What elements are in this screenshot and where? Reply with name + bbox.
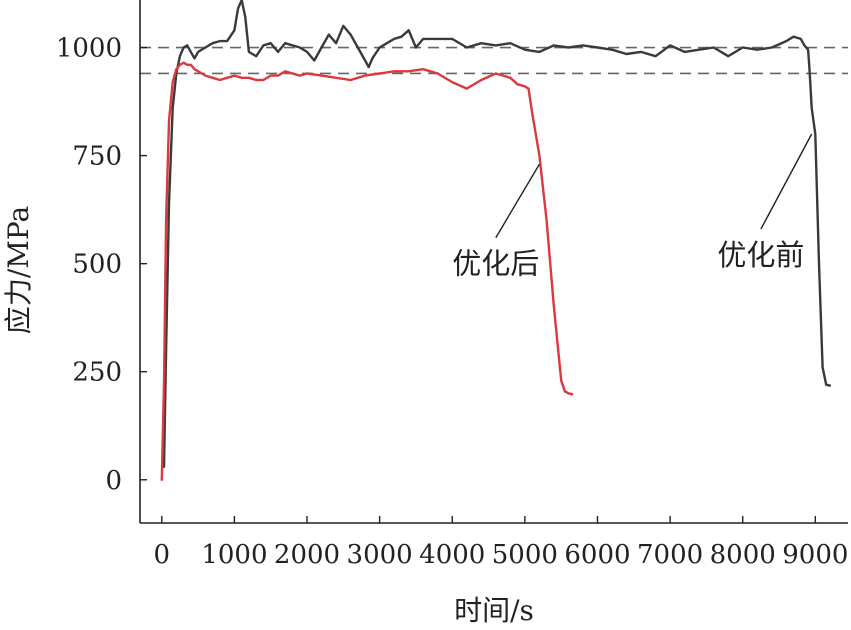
- plot-area: 优化后 优化前: [140, 0, 848, 481]
- x-ticks: 0 1000 2000 3000 4000 5000 6000 7000 8000 9000: [154, 516, 848, 570]
- series-line-1: [160, 61, 574, 481]
- annotation-leader-line: [495, 163, 540, 239]
- annotation-leader-line: [760, 133, 813, 230]
- series-line-0: [162, 0, 831, 468]
- x-tick-label: 2000: [274, 540, 340, 570]
- series-layer: [160, 0, 831, 481]
- annotation-label: 优化后: [452, 247, 539, 281]
- y-tick-label: 750: [72, 142, 122, 172]
- x-axis-title: 时间/s: [454, 594, 534, 627]
- x-tick-label: 7000: [637, 540, 703, 570]
- x-tick-label: 3000: [347, 540, 413, 570]
- x-tick-label: 5000: [492, 540, 558, 570]
- y-tick-label: 500: [72, 250, 122, 280]
- x-tick-label: 1000: [201, 540, 267, 570]
- x-tick-label: 4000: [419, 540, 485, 570]
- x-tick-label: 8000: [710, 540, 776, 570]
- annotations-layer: 优化后 优化前: [452, 133, 813, 281]
- y-ticks: 0 250 500 750 1000: [56, 34, 147, 496]
- annotation-label: 优化前: [717, 238, 804, 272]
- y-axis-title: 应力/MPa: [2, 206, 35, 334]
- y-tick-label: 250: [72, 358, 122, 388]
- y-tick-label: 1000: [56, 34, 122, 64]
- reference-lines: [140, 46, 848, 75]
- x-tick-label: 6000: [564, 540, 630, 570]
- y-tick-label: 0: [105, 466, 122, 496]
- x-tick-label: 0: [154, 540, 171, 570]
- x-tick-label: 9000: [782, 540, 848, 570]
